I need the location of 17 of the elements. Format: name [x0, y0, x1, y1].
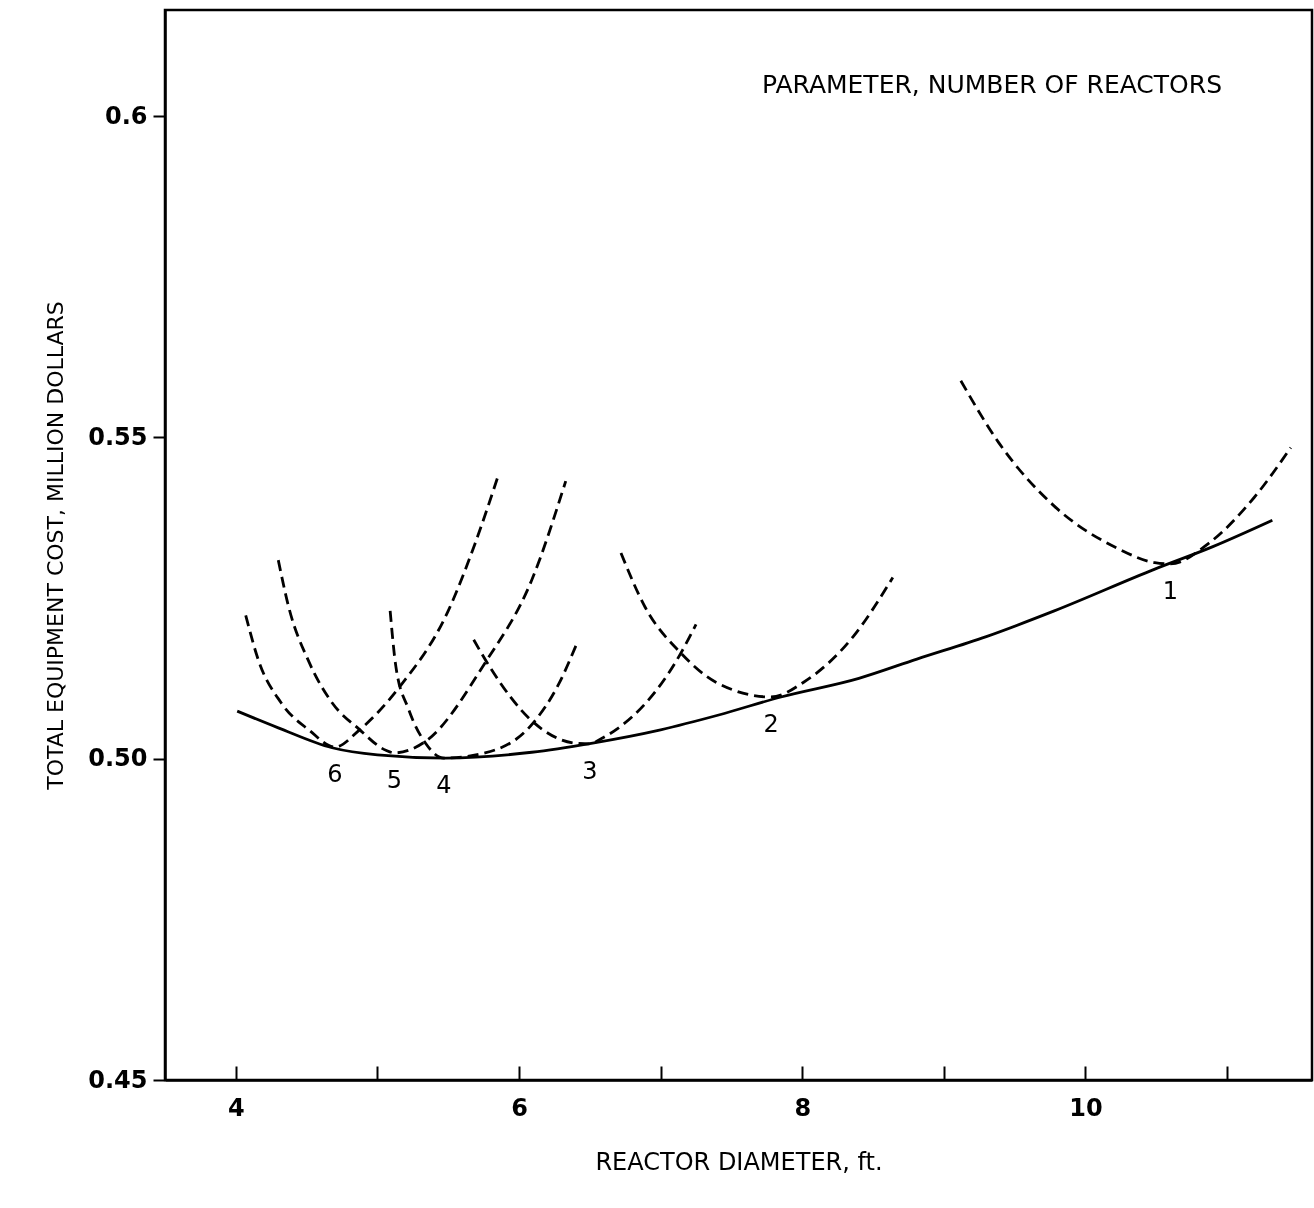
x-axis-title: REACTOR DIAMETER, ft. — [595, 1147, 883, 1176]
y-tick-label: 0.6 — [104, 101, 148, 130]
x-tick-label: 4 — [227, 1093, 245, 1122]
series-label: 5 — [386, 765, 403, 794]
annotation: PARAMETER, NUMBER OF REACTORS — [761, 70, 1222, 99]
series-label: 4 — [436, 771, 452, 800]
x-tick-label: 6 — [511, 1093, 528, 1122]
series-label: 2 — [763, 709, 779, 738]
y-tick-label: 0.55 — [88, 422, 148, 451]
y-tick-label: 0.45 — [88, 1065, 148, 1094]
series-label: 1 — [1162, 576, 1179, 605]
y-tick-label: 0.50 — [88, 744, 148, 773]
series-label: 3 — [582, 756, 598, 785]
x-tick-label: 10 — [1069, 1093, 1103, 1122]
x-tick-label: 8 — [794, 1093, 812, 1122]
series-label: 6 — [327, 760, 343, 789]
y-axis-title: TOTAL EQUIPMENT COST, MILLION DOLLARS — [43, 301, 69, 791]
